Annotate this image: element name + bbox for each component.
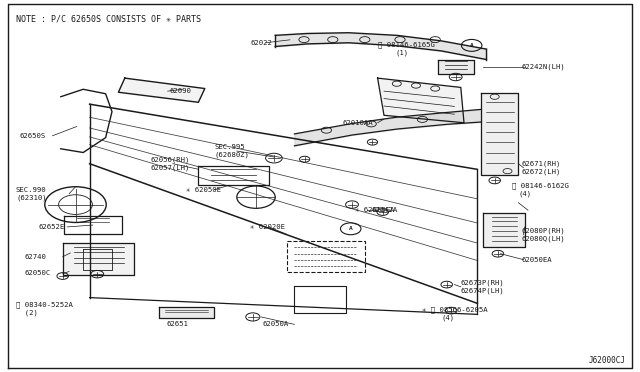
Text: 62056(RH): 62056(RH) (150, 157, 190, 163)
Text: Ⓑ 08146-6162G: Ⓑ 08146-6162G (512, 183, 569, 189)
Polygon shape (118, 78, 205, 102)
Polygon shape (378, 78, 464, 123)
Polygon shape (483, 213, 525, 247)
Text: (2): (2) (16, 310, 38, 317)
Text: 62090: 62090 (170, 88, 191, 94)
Text: ✳ Ⓢ 08566-6205A: ✳ Ⓢ 08566-6205A (422, 306, 488, 313)
Text: 62652E: 62652E (38, 224, 65, 230)
Text: SEC.995: SEC.995 (214, 144, 245, 150)
Text: 62651: 62651 (166, 321, 188, 327)
Text: 62050C: 62050C (24, 270, 51, 276)
Text: 62050A: 62050A (262, 321, 289, 327)
Text: 62080P(RH): 62080P(RH) (522, 227, 565, 234)
Text: A: A (470, 43, 474, 48)
Text: 62057(LH): 62057(LH) (150, 165, 190, 171)
Text: 62674P(LH): 62674P(LH) (461, 288, 504, 294)
Polygon shape (481, 93, 518, 175)
Text: (1): (1) (396, 49, 409, 56)
Text: (4): (4) (442, 314, 455, 321)
Text: 62242N(LH): 62242N(LH) (522, 64, 565, 70)
Text: ✳ 62020E: ✳ 62020E (250, 224, 285, 230)
Text: 62650S: 62650S (19, 133, 45, 139)
Text: (4): (4) (518, 191, 532, 198)
Polygon shape (159, 307, 214, 318)
Text: 62022: 62022 (250, 40, 272, 46)
Text: 62673P(RH): 62673P(RH) (461, 279, 504, 286)
Text: ✳ 62050GA: ✳ 62050GA (355, 207, 395, 213)
Text: J62000CJ: J62000CJ (589, 356, 626, 365)
Text: 62080Q(LH): 62080Q(LH) (522, 235, 565, 242)
Text: 62010AA: 62010AA (342, 120, 373, 126)
Polygon shape (438, 60, 474, 74)
Text: 62671(RH): 62671(RH) (522, 160, 561, 167)
Text: NOTE : P/C 62650S CONSISTS OF ✳ PARTS: NOTE : P/C 62650S CONSISTS OF ✳ PARTS (16, 15, 201, 24)
Text: 62740: 62740 (24, 254, 46, 260)
Text: ✳ 62050E: ✳ 62050E (186, 187, 221, 193)
Text: 62242A: 62242A (371, 207, 397, 213)
Text: (62310): (62310) (16, 195, 47, 201)
Polygon shape (63, 243, 134, 275)
Text: A: A (349, 226, 353, 231)
Text: 62050EA: 62050EA (522, 257, 552, 263)
Text: (62680Z): (62680Z) (214, 152, 250, 158)
Text: SEC.990: SEC.990 (16, 187, 47, 193)
Text: Ⓢ 08340-5252A: Ⓢ 08340-5252A (16, 302, 73, 308)
Text: Ⓐ 08146-6165G: Ⓐ 08146-6165G (378, 41, 435, 48)
Text: 62672(LH): 62672(LH) (522, 169, 561, 175)
